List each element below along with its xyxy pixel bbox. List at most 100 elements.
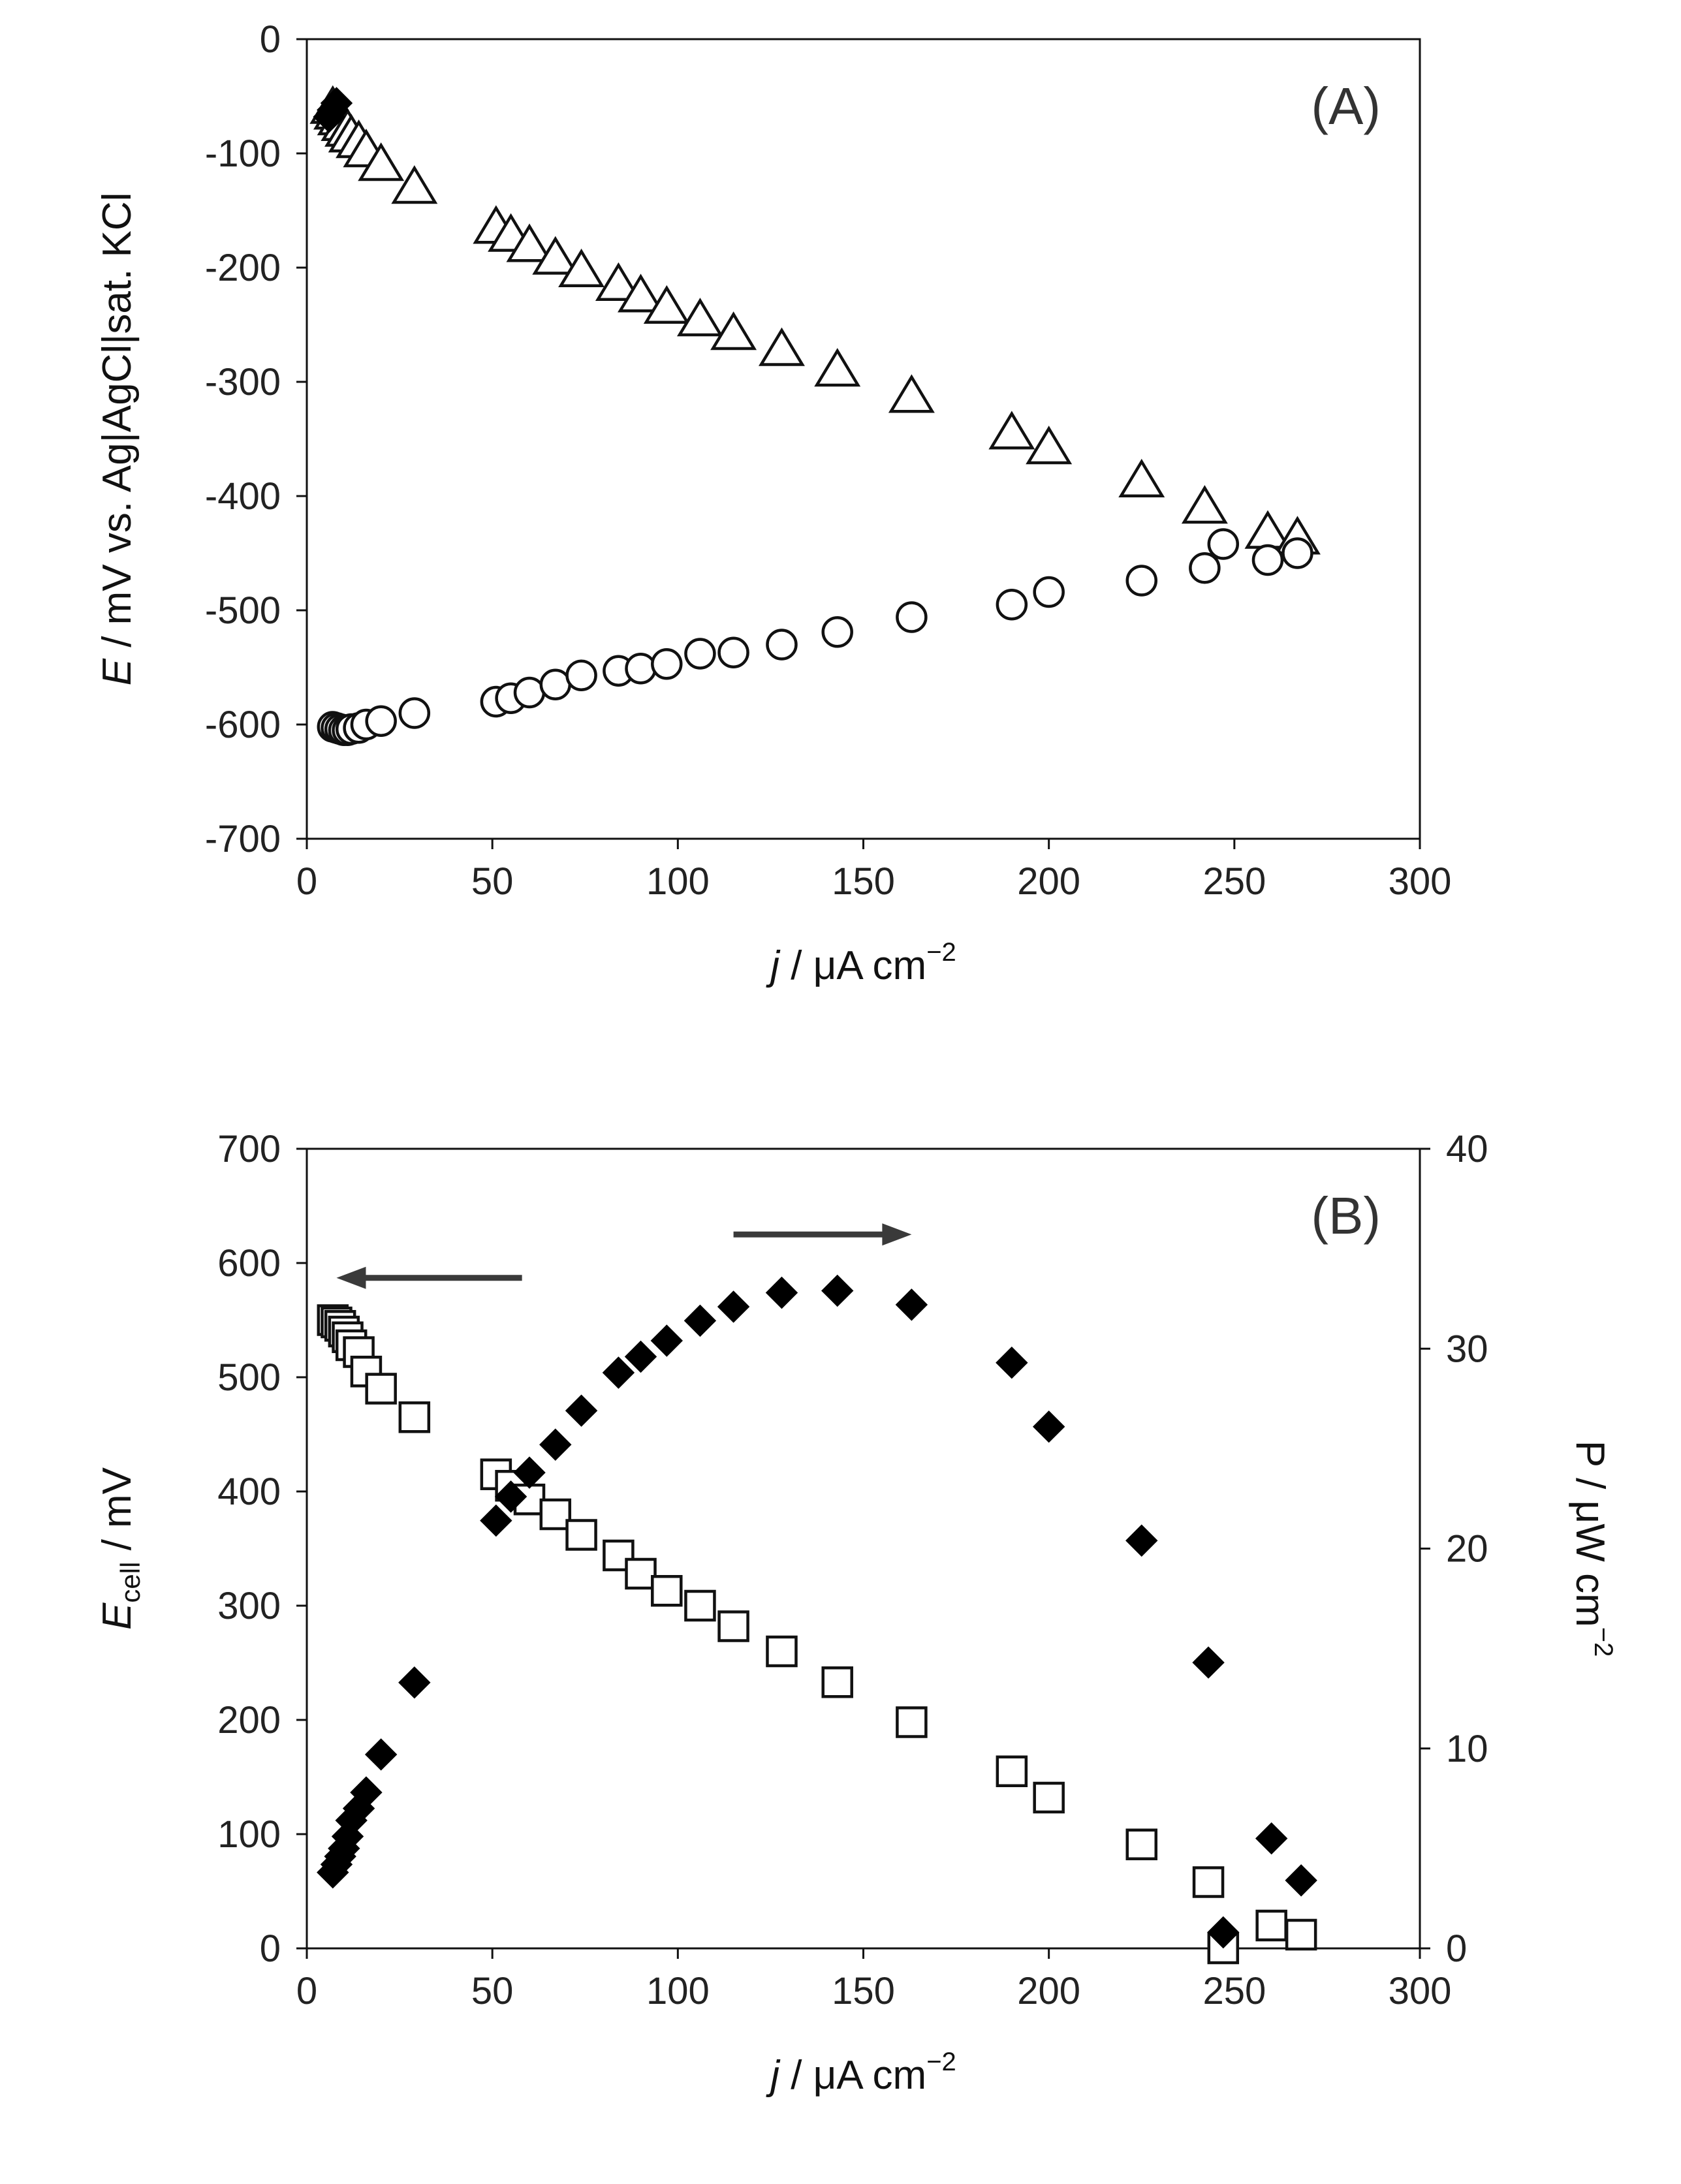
data-point [1026, 426, 1073, 465]
y-tick-label: -400 [205, 475, 281, 518]
data-point [814, 348, 861, 387]
data-point [1192, 1866, 1225, 1898]
data-point [480, 1504, 512, 1537]
arrow-head-right [882, 1223, 912, 1246]
panel-label: (A) [1311, 77, 1381, 135]
x-tick-label: 200 [1017, 860, 1080, 903]
data-point [766, 629, 798, 661]
y-tick-label: 500 [217, 1356, 281, 1399]
data-point [1125, 1524, 1158, 1557]
data-point [758, 327, 805, 366]
data-point [717, 636, 749, 668]
y2-tick-label: 0 [1446, 1927, 1467, 1970]
x-label-exponent: −2 [926, 938, 956, 967]
data-point [821, 616, 853, 648]
x-label-symbol: j [766, 943, 781, 988]
y-tick-label: -300 [205, 361, 281, 403]
x-axis-label: j / μA cm−2 [766, 938, 956, 988]
data-point [684, 1589, 716, 1622]
data-point [539, 1428, 572, 1461]
x-axis-label: j / μA cm−2 [766, 2048, 956, 2098]
data-point [996, 589, 1028, 621]
data-point [1125, 1828, 1157, 1860]
data-point [821, 1274, 854, 1307]
x-tick-label: 150 [832, 860, 895, 903]
x-label-units: / μA cm [779, 943, 926, 988]
data-point [895, 1288, 928, 1321]
data-point [398, 697, 431, 729]
data-point [717, 1610, 749, 1642]
x-tick-label: 300 [1389, 860, 1452, 903]
data-point [1033, 1781, 1065, 1814]
y-tick-label: -700 [205, 818, 281, 860]
x-tick-label: 150 [832, 1970, 895, 2012]
x-tick-label: 0 [296, 1970, 317, 2012]
data-point [1251, 544, 1284, 576]
data-point [350, 1776, 383, 1809]
y2-label-text: P / μW cm [1567, 1441, 1612, 1627]
y2-tick-label: 10 [1446, 1728, 1488, 1770]
y-tick-label: -600 [205, 704, 281, 746]
data-point [1207, 1916, 1240, 1949]
x-tick-label: 50 [471, 1970, 514, 2012]
data-point [1281, 537, 1313, 569]
data-point [888, 374, 935, 413]
y-label-units: / mV [95, 1467, 140, 1561]
data-point [565, 1519, 597, 1551]
x-tick-label: 250 [1202, 860, 1266, 903]
y-label-subscript: cell [115, 1562, 146, 1603]
data-point [821, 1666, 853, 1698]
y-tick-label: 600 [217, 1242, 281, 1285]
data-point [1285, 1918, 1317, 1951]
data-point [358, 142, 405, 181]
data-point [643, 285, 690, 324]
data-point [1033, 576, 1065, 608]
data-point [1285, 1864, 1317, 1897]
data-point [532, 236, 579, 275]
data-point [996, 1755, 1028, 1787]
data-point [717, 1290, 750, 1323]
data-point [1125, 565, 1157, 597]
data-point [625, 653, 657, 685]
data-point [651, 1575, 683, 1607]
y-label-units: / mV vs. Ag|AgCl|sat. KCl [95, 193, 140, 659]
y2-tick-label: 20 [1446, 1528, 1488, 1570]
x-label-units: / μA cm [779, 2053, 926, 2098]
data-point [506, 223, 553, 262]
plot-frame [306, 38, 1421, 840]
series-E_cell [317, 1304, 1317, 1965]
data-point [539, 668, 572, 700]
y-tick-label: 0 [260, 18, 281, 61]
data-point [996, 1346, 1028, 1379]
x-tick-label: 50 [471, 860, 514, 903]
data-point [684, 638, 716, 670]
data-point [513, 1456, 546, 1489]
data-point [539, 1498, 572, 1531]
data-point [558, 248, 605, 287]
x-tick-label: 0 [296, 860, 317, 903]
series-P [317, 1274, 1317, 1949]
panel-b-chart: 0 50 100 150 200 250 3000100200300400500600700… [95, 1128, 1618, 2098]
data-point [1189, 552, 1221, 584]
y-tick-label: -200 [205, 247, 281, 289]
data-point [896, 601, 928, 633]
data-point [398, 1666, 431, 1699]
data-point [683, 1304, 717, 1337]
data-point [676, 298, 723, 337]
x-tick-label: 100 [646, 1970, 710, 2012]
y2-label-exponent: −2 [1589, 1627, 1618, 1657]
x-tick-label: 300 [1389, 1970, 1452, 2012]
data-point [1118, 458, 1165, 497]
y2-tick-label: 30 [1446, 1328, 1488, 1370]
y2-axis-label: P / μW cm−2 [1567, 1441, 1618, 1657]
data-point [1255, 1822, 1288, 1855]
series-filled-diamonds [313, 87, 353, 133]
x-tick-label: 100 [646, 860, 710, 903]
data-point [364, 1738, 398, 1771]
data-point [602, 1356, 635, 1389]
y-tick-label: 700 [217, 1128, 281, 1170]
data-point [365, 1373, 397, 1405]
data-point [988, 411, 1035, 450]
x-label-exponent: −2 [926, 2048, 956, 2076]
